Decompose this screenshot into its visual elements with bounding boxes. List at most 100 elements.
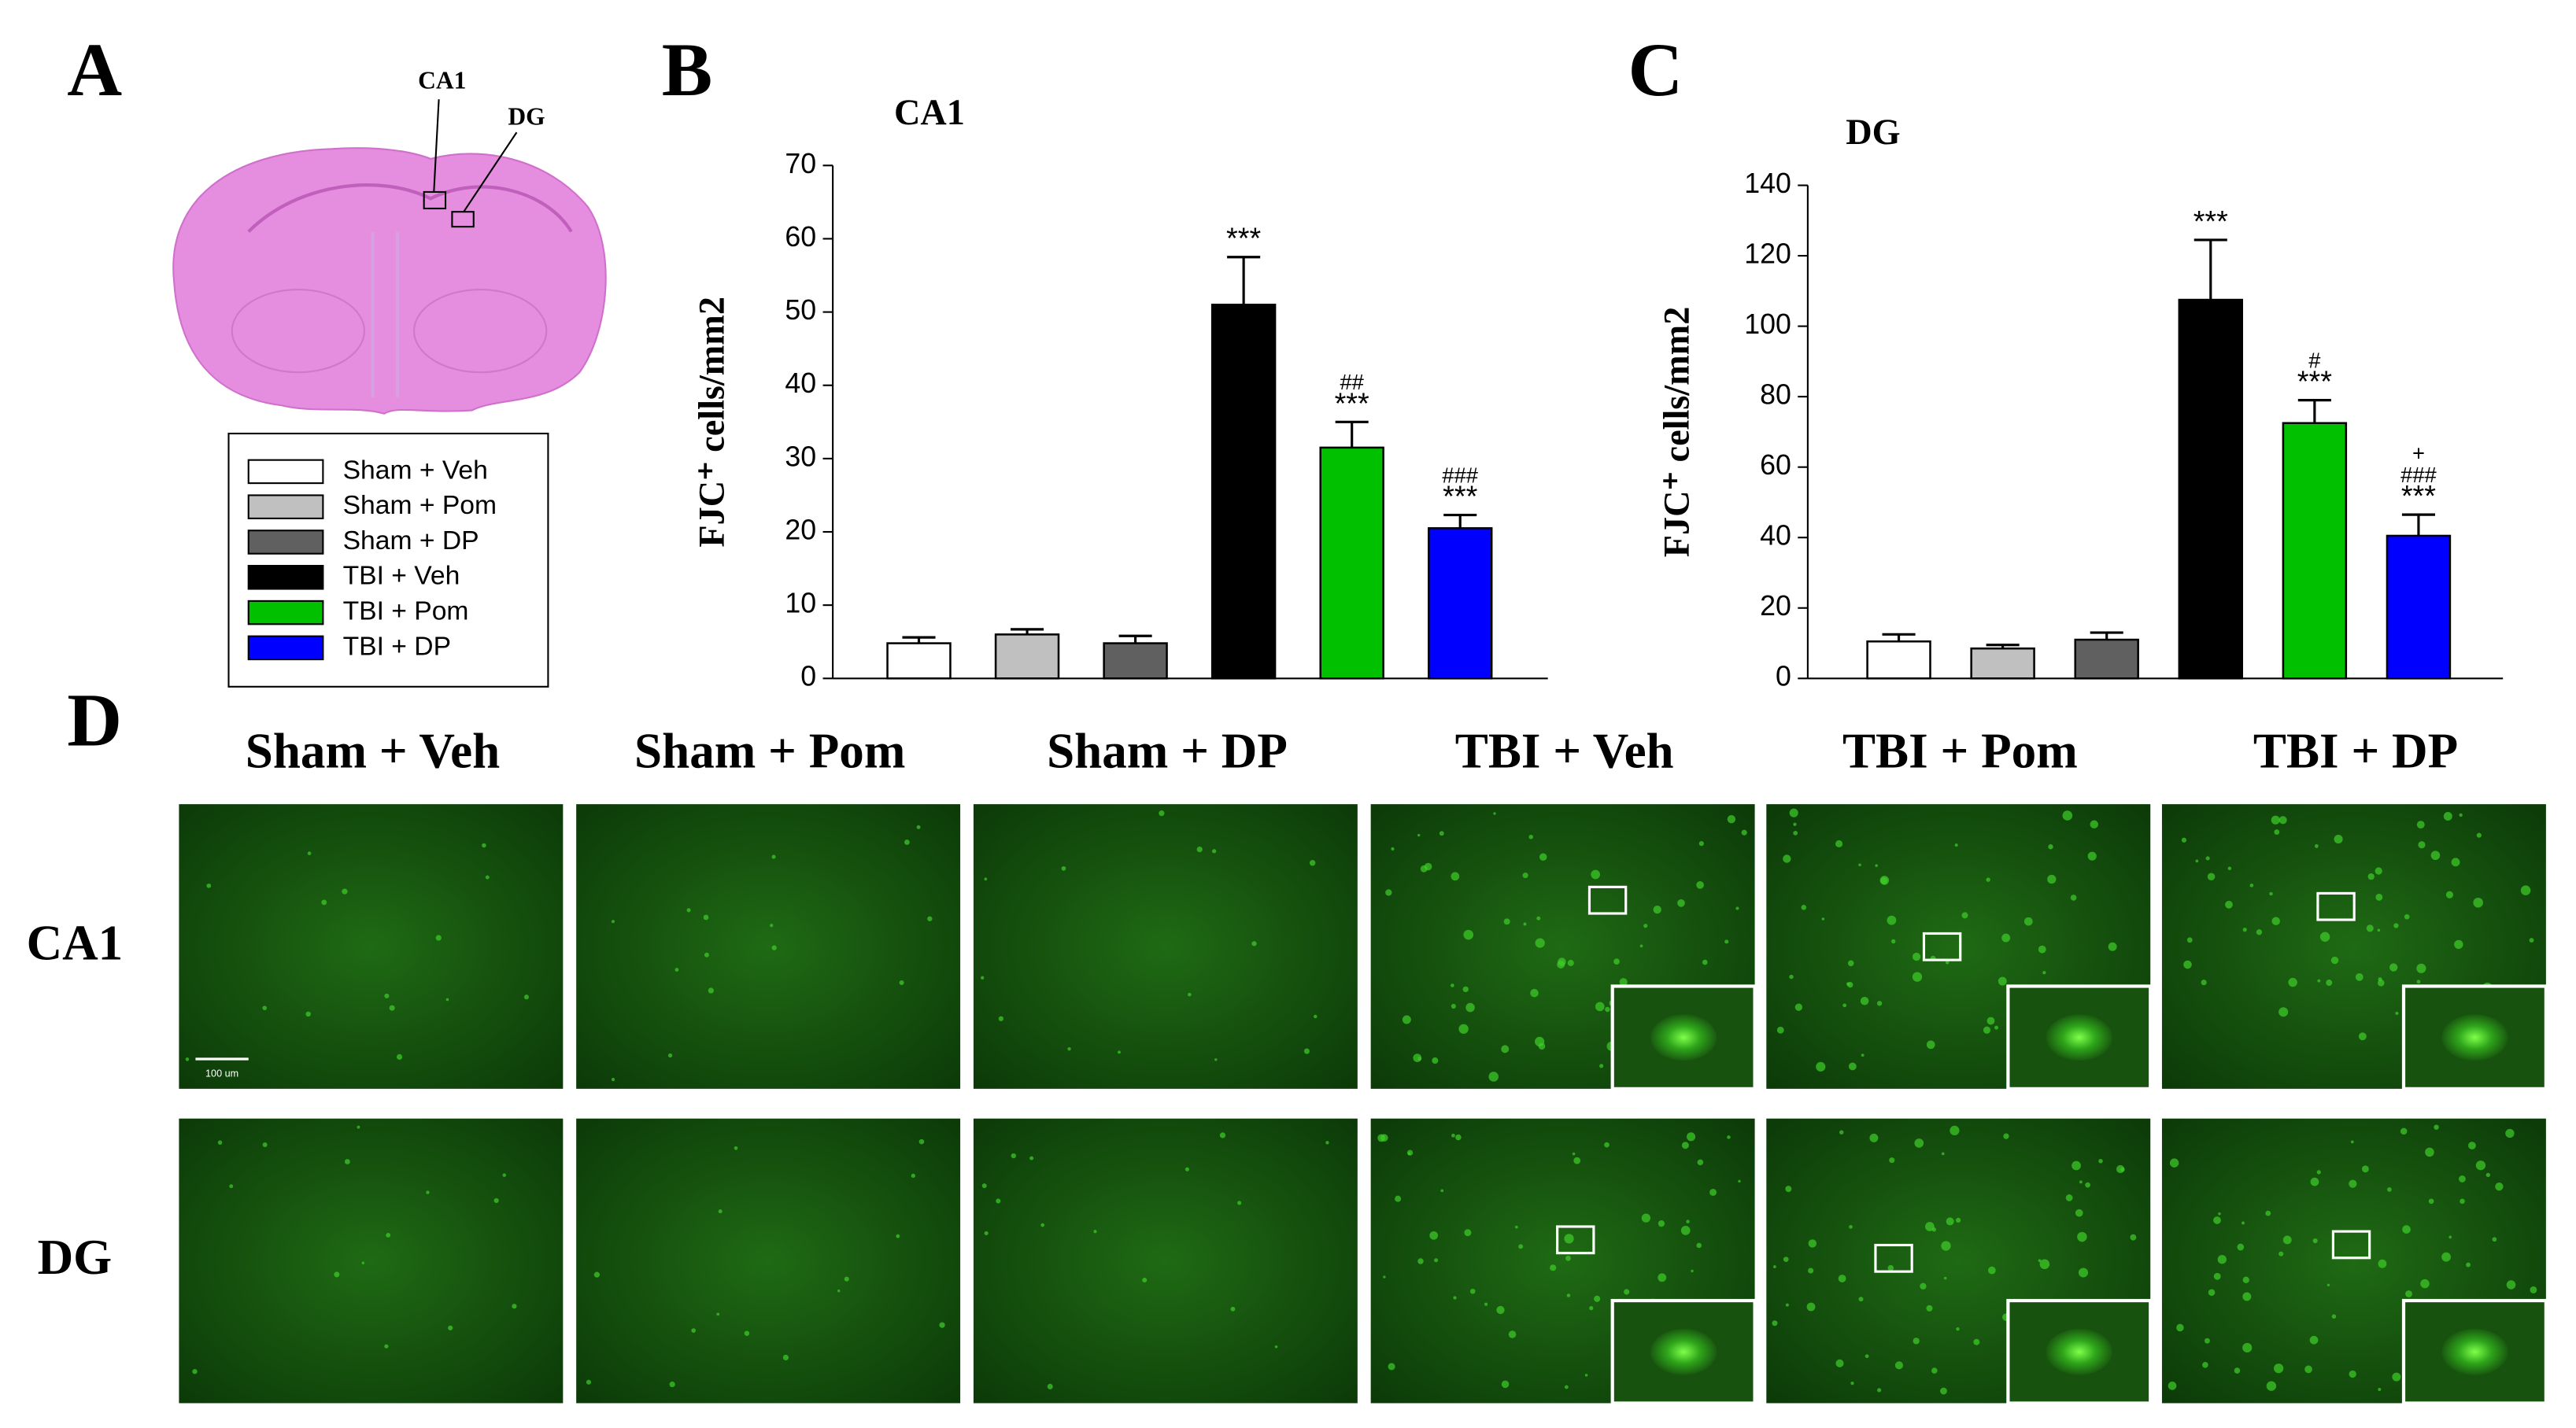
micrograph [973, 1118, 1358, 1404]
cell-speck [1945, 960, 1950, 965]
y-tick-label: 140 [1744, 168, 1791, 199]
cell-speck [1484, 1302, 1488, 1306]
cell-speck [2389, 963, 2398, 972]
cell-speck [1686, 1132, 1696, 1142]
cell-speck [2038, 945, 2046, 954]
cell-speck [2047, 874, 2057, 884]
cell-speck [435, 935, 442, 941]
cell-speck [1604, 1142, 1610, 1148]
cell-speck [2186, 937, 2193, 943]
cell-speck [2266, 1381, 2277, 1391]
row-label: DG [38, 1230, 113, 1285]
cell-speck [1821, 917, 1825, 921]
cell-speck [2023, 917, 2033, 926]
cell-speck [1567, 959, 1574, 966]
cell-speck [262, 1142, 268, 1148]
legend-swatch [247, 635, 324, 661]
region-box [2316, 891, 2356, 921]
cell-speck [1926, 1304, 1933, 1312]
cell-speck [1413, 1053, 1422, 1062]
cell-speck [1417, 833, 1421, 837]
significance-mark: *** [1443, 481, 1477, 514]
cell-speck [1536, 916, 1541, 921]
cell-speck [2466, 1262, 2471, 1267]
cell-speck [2116, 1164, 2125, 1174]
cell-speck [1816, 1061, 1826, 1072]
cell-speck [1912, 972, 1923, 982]
cell-speck [2217, 1255, 2227, 1264]
cell-speck [1741, 829, 1747, 836]
cell-speck [1420, 865, 1428, 873]
cell-speck [703, 914, 709, 921]
cell-speck [2242, 1342, 2253, 1353]
cell-speck [1772, 1265, 1776, 1268]
cell-speck [2183, 960, 2192, 969]
cell-speck [1860, 997, 1869, 1006]
cell-speck [1212, 849, 1217, 854]
cell-speck [1496, 1305, 1505, 1315]
legend-swatch [247, 494, 324, 519]
significance-mark: ### [2400, 463, 2437, 487]
cell-speck [1738, 1179, 1741, 1183]
micrograph [973, 804, 1358, 1089]
cell-speck [1848, 1062, 1857, 1071]
cell-speck [2425, 1147, 2434, 1157]
cell-speck [1395, 1195, 1402, 1202]
cell-speck [1539, 853, 1547, 861]
cell-speck [1515, 1225, 1518, 1229]
cell-speck [2355, 972, 2363, 981]
significance-mark: # [2308, 348, 2321, 372]
cell-speck [2468, 1142, 2476, 1149]
cell-speck [1303, 1048, 1310, 1054]
cell-speck [911, 1173, 915, 1179]
cell-speck [1986, 877, 1990, 882]
y-tick-label: 70 [785, 148, 816, 179]
cell-speck [2274, 1363, 2284, 1374]
cell-speck [1876, 1388, 1882, 1393]
cell-speck [2108, 942, 2117, 951]
cell-speck [2317, 979, 2321, 983]
cell-speck [2375, 867, 2382, 875]
legend-swatch [247, 600, 324, 625]
cell-speck [185, 1057, 190, 1061]
cell-speck [1589, 1306, 1594, 1311]
legend-swatch [247, 565, 324, 590]
bar [886, 642, 952, 680]
cell-speck [2271, 917, 2280, 925]
inset-cell [2046, 1014, 2112, 1061]
cell-speck [1451, 872, 1460, 881]
cell-speck [1061, 865, 1066, 871]
cell-speck [2278, 816, 2287, 825]
cell-speck [2309, 1335, 2319, 1345]
cell-speck [1550, 1264, 1557, 1271]
cell-speck [2249, 884, 2254, 887]
cell-speck [1188, 992, 1192, 997]
cell-speck [927, 916, 933, 921]
cell-speck [2181, 837, 2187, 843]
cell-speck [1439, 831, 1444, 836]
cell-speck [2319, 932, 2330, 942]
region-box [1922, 932, 1962, 961]
legend-label: TBI + Pom [343, 596, 469, 625]
inset-cell [2441, 1014, 2508, 1061]
cell-speck [1987, 1017, 1995, 1025]
cell-speck [2098, 1158, 2103, 1164]
cell-speck [1847, 960, 1854, 967]
cell-speck [1926, 1040, 1935, 1050]
cell-speck [611, 920, 615, 924]
cell-speck [899, 980, 904, 986]
cell-speck [361, 1261, 365, 1264]
cell-speck [1185, 1167, 1190, 1172]
cell-speck [1680, 1226, 1691, 1235]
cell-speck [1458, 1024, 1469, 1034]
cell-speck [2256, 929, 2263, 935]
cell-speck [1313, 1014, 1318, 1019]
cell-speck [1835, 1359, 1844, 1367]
y-tick-label: 0 [800, 661, 816, 692]
cell-speck [2393, 923, 2399, 928]
cell-speck [2227, 866, 2232, 870]
cell-speck [1535, 938, 1545, 948]
significance-mark: *** [1226, 223, 1261, 256]
cell-speck [1785, 1303, 1789, 1307]
cell-speck [485, 875, 490, 880]
